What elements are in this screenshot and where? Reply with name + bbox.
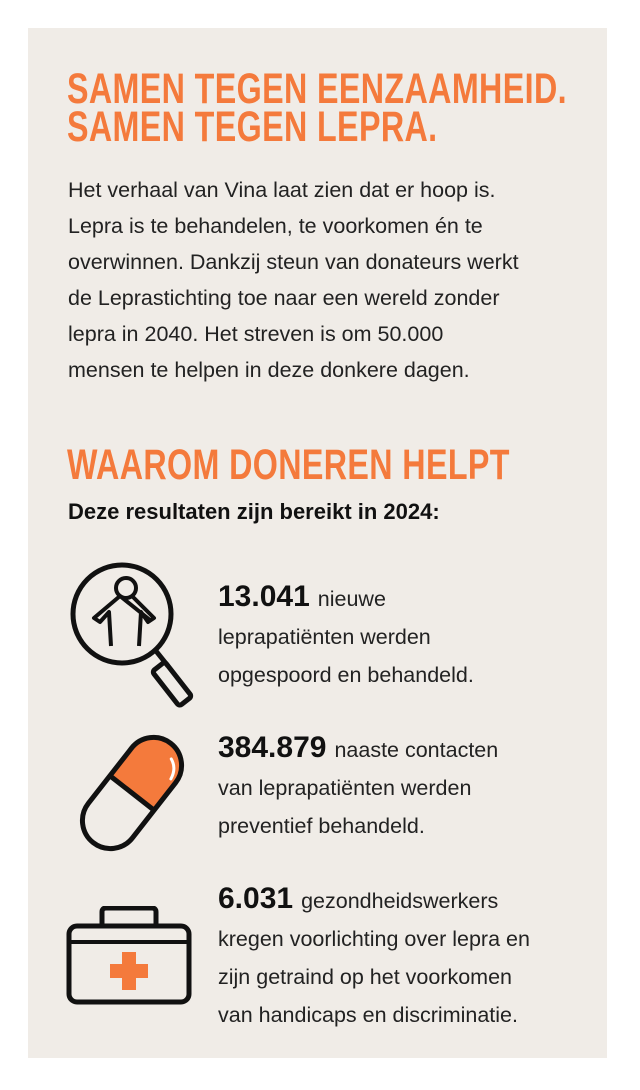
intro-line: mensen te helpen in deze donkere dagen. [68,358,470,382]
headline-line-2: SAMEN TEGEN LEPRA. [67,103,438,151]
intro-line: overwinnen. Dankzij steun van donateurs … [68,250,519,274]
stat-text: preventief behandeld. [218,814,425,838]
stat-item: 6.031 gezondheidswerkers kregen voorlicht… [218,880,530,1034]
headline-line-1: SAMEN TEGEN EENZAAMHEID. [67,65,567,113]
stat-text: naaste contacten [334,738,499,762]
stat-text: zijn getraind op het voorkomen [218,965,513,989]
section-title: WAAROM DONEREN HELPT [67,441,510,489]
magnifier-person-icon [70,562,194,708]
stat-text: leprapatiënten werden [218,625,431,649]
stat-text: van handicaps en discriminatie. [218,1003,518,1027]
content-panel [28,28,607,1058]
section-subtitle: Deze resultaten zijn bereikt in 2024: [68,499,440,524]
intro-line: lepra in 2040. Het streven is om 50.000 [68,322,444,346]
stat-item: 13.041 nieuwe leprapatiënten werden opges… [218,578,474,694]
stat-text: nieuwe [317,587,386,611]
stat-text: gezondheidswerkers [301,889,499,913]
intro-line: Lepra is te behandelen, te voorkomen én … [68,214,483,238]
stat-item: 384.879 naaste contacten van leprapatiënt… [218,729,498,845]
stat-text: opgespoord en behandeld. [218,663,474,687]
intro-paragraph: Het verhaal van Vina laat zien dat er ho… [68,172,519,388]
stat-number: 384.879 [218,731,327,764]
stat-number: 6.031 [218,882,294,915]
first-aid-kit-icon [66,906,192,1005]
stat-text: van leprapatiënten werden [218,776,472,800]
pill-capsule-icon [79,734,185,852]
stat-number: 13.041 [218,580,310,613]
intro-line: Het verhaal van Vina laat zien dat er ho… [68,178,496,202]
intro-line: de Leprastichting toe naar een wereld zo… [68,286,500,310]
stat-text: kregen voorlichting over lepra en [218,927,530,951]
